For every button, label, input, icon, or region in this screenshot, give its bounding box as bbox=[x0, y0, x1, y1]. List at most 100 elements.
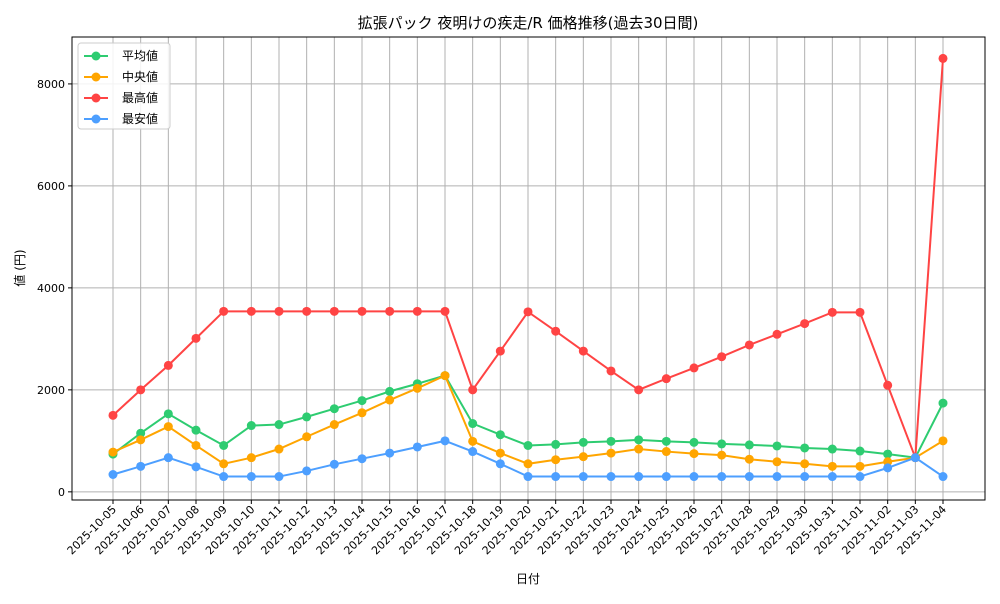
data-point bbox=[163, 409, 173, 419]
data-point bbox=[440, 306, 450, 316]
legend-marker bbox=[91, 114, 101, 124]
data-point bbox=[163, 360, 173, 370]
data-point bbox=[938, 472, 948, 482]
series-lines bbox=[108, 53, 948, 482]
data-point bbox=[634, 385, 644, 395]
data-point bbox=[578, 437, 588, 447]
data-point bbox=[938, 398, 948, 408]
data-point bbox=[385, 395, 395, 405]
data-point bbox=[689, 449, 699, 459]
data-point bbox=[855, 307, 865, 317]
data-point bbox=[495, 430, 505, 440]
data-point bbox=[302, 412, 312, 422]
data-point bbox=[302, 466, 312, 476]
data-point bbox=[800, 443, 810, 453]
data-point bbox=[136, 435, 146, 445]
data-point bbox=[468, 385, 478, 395]
data-point bbox=[357, 306, 367, 316]
data-point bbox=[274, 444, 284, 454]
legend-box bbox=[77, 42, 171, 130]
data-point bbox=[468, 436, 478, 446]
data-point bbox=[219, 472, 229, 482]
data-point bbox=[744, 472, 754, 482]
data-point bbox=[551, 455, 561, 465]
data-point bbox=[412, 442, 422, 452]
data-point bbox=[661, 436, 671, 446]
data-point bbox=[412, 306, 422, 316]
data-point bbox=[634, 472, 644, 482]
data-point bbox=[246, 306, 256, 316]
data-point bbox=[302, 432, 312, 442]
data-point bbox=[246, 453, 256, 463]
data-point bbox=[329, 306, 339, 316]
data-point bbox=[827, 444, 837, 454]
data-point bbox=[191, 333, 201, 343]
data-point bbox=[883, 449, 893, 459]
chart-title: 拡張パック 夜明けの疾走/R 価格推移(過去30日間) bbox=[358, 14, 699, 32]
data-point bbox=[163, 453, 173, 463]
y-tick-label: 8000 bbox=[37, 78, 65, 91]
y-axis-label: 値 (円) bbox=[12, 249, 27, 286]
y-tick-label: 0 bbox=[58, 486, 65, 499]
data-point bbox=[744, 340, 754, 350]
data-point bbox=[329, 420, 339, 430]
data-point bbox=[108, 447, 118, 457]
data-point bbox=[385, 386, 395, 396]
data-point bbox=[717, 439, 727, 449]
data-point bbox=[551, 326, 561, 336]
data-point bbox=[772, 441, 782, 451]
data-point bbox=[246, 421, 256, 431]
data-point bbox=[523, 440, 533, 450]
data-point bbox=[495, 459, 505, 469]
data-point bbox=[495, 346, 505, 356]
data-point bbox=[191, 425, 201, 435]
legend-marker bbox=[91, 93, 101, 103]
data-point bbox=[357, 408, 367, 418]
data-point bbox=[357, 454, 367, 464]
data-point bbox=[191, 440, 201, 450]
data-point bbox=[578, 346, 588, 356]
data-point bbox=[800, 459, 810, 469]
x-axis-label: 日付 bbox=[516, 572, 540, 586]
data-point bbox=[329, 404, 339, 414]
data-point bbox=[606, 472, 616, 482]
data-point bbox=[827, 461, 837, 471]
data-point bbox=[772, 472, 782, 482]
data-point bbox=[910, 453, 920, 463]
data-point bbox=[855, 472, 865, 482]
data-point bbox=[744, 440, 754, 450]
data-point bbox=[717, 450, 727, 460]
y-tick-label: 4000 bbox=[37, 282, 65, 295]
series-最安値 bbox=[108, 436, 948, 482]
data-point bbox=[274, 306, 284, 316]
data-point bbox=[219, 459, 229, 469]
data-point bbox=[855, 446, 865, 456]
data-point bbox=[661, 447, 671, 457]
data-point bbox=[357, 396, 367, 406]
data-point bbox=[163, 422, 173, 432]
data-point bbox=[219, 440, 229, 450]
data-point bbox=[717, 352, 727, 362]
series-最高値 bbox=[108, 53, 948, 463]
data-point bbox=[827, 472, 837, 482]
legend-label: 中央値 bbox=[122, 69, 158, 84]
data-point bbox=[108, 410, 118, 420]
legend-label: 最安値 bbox=[122, 111, 158, 126]
data-point bbox=[689, 437, 699, 447]
data-point bbox=[468, 419, 478, 429]
data-point bbox=[661, 374, 671, 384]
legend-marker bbox=[91, 72, 101, 82]
data-point bbox=[827, 307, 837, 317]
data-point bbox=[606, 448, 616, 458]
data-point bbox=[634, 444, 644, 454]
legend-label: 平均値 bbox=[122, 48, 158, 63]
data-point bbox=[468, 447, 478, 457]
data-point bbox=[855, 461, 865, 471]
data-point bbox=[772, 329, 782, 339]
data-point bbox=[274, 420, 284, 430]
data-point bbox=[136, 428, 146, 438]
y-tick-label: 6000 bbox=[37, 180, 65, 193]
